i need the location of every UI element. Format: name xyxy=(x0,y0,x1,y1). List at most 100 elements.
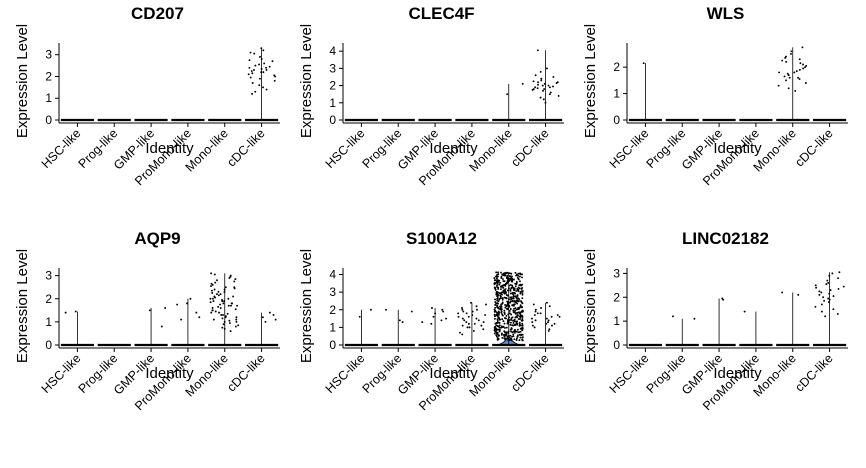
data-point xyxy=(501,291,504,294)
data-point xyxy=(814,284,817,287)
data-point xyxy=(794,89,797,92)
data-point xyxy=(521,333,524,336)
data-point xyxy=(551,324,553,327)
data-point xyxy=(264,320,267,323)
data-point xyxy=(462,310,465,313)
data-point xyxy=(822,296,825,299)
data-point xyxy=(211,309,214,312)
data-point xyxy=(512,309,515,312)
data-point xyxy=(211,283,214,286)
data-point xyxy=(519,327,522,330)
data-point xyxy=(233,280,236,283)
data-point xyxy=(521,286,524,289)
data-point xyxy=(263,62,266,65)
data-point xyxy=(534,319,537,322)
data-point xyxy=(504,306,507,309)
data-point xyxy=(461,324,464,327)
data-point xyxy=(495,291,498,293)
data-point xyxy=(466,326,469,329)
x-tick-label: HSC-like xyxy=(39,351,84,396)
data-point xyxy=(548,328,551,331)
data-point xyxy=(823,299,826,302)
data-point xyxy=(500,326,503,329)
data-point xyxy=(520,334,523,337)
data-point xyxy=(216,279,218,282)
data-point xyxy=(510,296,512,299)
data-point xyxy=(497,325,500,328)
data-point xyxy=(537,83,539,86)
data-point xyxy=(505,282,508,284)
data-point xyxy=(494,322,497,325)
data-point xyxy=(693,317,696,320)
data-point xyxy=(542,89,545,92)
data-point xyxy=(787,87,790,90)
data-point xyxy=(552,76,555,78)
data-point xyxy=(838,271,841,274)
data-point xyxy=(482,321,485,324)
data-point xyxy=(510,339,513,342)
data-point xyxy=(457,312,460,315)
data-point xyxy=(521,339,524,342)
data-point xyxy=(504,338,507,341)
data-point xyxy=(499,281,502,284)
data-point xyxy=(459,331,461,334)
y-tick-label: 3 xyxy=(45,269,52,283)
data-point xyxy=(510,321,512,324)
data-point xyxy=(497,271,499,274)
data-point xyxy=(514,307,517,309)
data-point xyxy=(164,307,167,309)
data-point xyxy=(818,290,821,293)
data-point xyxy=(503,337,506,340)
data-point xyxy=(537,81,540,84)
data-point xyxy=(501,302,504,305)
data-point xyxy=(798,78,801,80)
panel-title: CD207 xyxy=(131,4,184,23)
data-point xyxy=(498,324,501,327)
data-point xyxy=(499,292,501,295)
data-point xyxy=(160,325,163,328)
data-point xyxy=(506,93,509,96)
data-point xyxy=(221,317,224,320)
data-point xyxy=(519,304,522,307)
data-point xyxy=(249,76,252,79)
data-point xyxy=(515,301,518,304)
data-point xyxy=(516,297,519,300)
data-point xyxy=(828,274,831,277)
data-point xyxy=(214,310,217,313)
panel-title: WLS xyxy=(707,4,745,23)
data-point xyxy=(824,315,827,318)
data-point xyxy=(507,287,510,290)
data-point xyxy=(547,84,550,87)
data-point xyxy=(475,305,478,308)
data-point xyxy=(506,279,509,282)
data-point xyxy=(222,313,224,316)
data-point xyxy=(521,276,523,279)
data-point xyxy=(265,68,268,71)
data-point xyxy=(496,318,499,321)
data-point xyxy=(506,320,509,323)
data-point xyxy=(536,87,539,90)
x-tick-label: cDC-like xyxy=(508,126,551,169)
data-point xyxy=(262,71,265,74)
data-point xyxy=(494,306,497,309)
data-point xyxy=(211,292,214,294)
data-point xyxy=(498,283,501,286)
data-point xyxy=(189,297,192,300)
data-point xyxy=(227,304,230,307)
data-point xyxy=(542,98,545,101)
data-point xyxy=(503,274,506,277)
data-point xyxy=(509,337,512,340)
data-point xyxy=(506,289,509,292)
x-axis-label: Identity xyxy=(145,140,194,157)
data-point xyxy=(516,322,519,325)
data-point xyxy=(498,321,501,324)
y-axis-label: Expression Level xyxy=(298,249,315,363)
data-point xyxy=(505,294,508,296)
data-point xyxy=(801,46,804,49)
x-tick-label: HSC-like xyxy=(323,126,368,171)
data-point xyxy=(494,275,497,278)
data-point xyxy=(501,298,504,301)
data-point xyxy=(212,300,215,303)
data-point xyxy=(516,311,519,314)
data-point xyxy=(508,275,511,278)
